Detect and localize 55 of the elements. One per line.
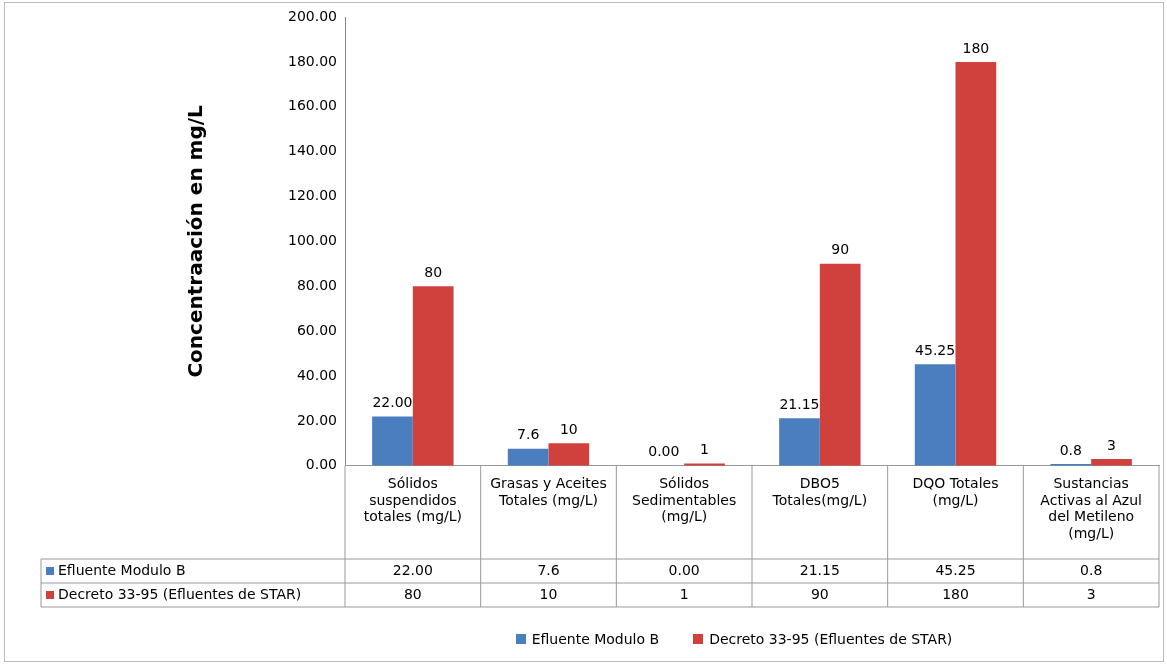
x-tick-label: Sustancias Activas al Azul del Metileno (mg/L) [1040,474,1142,542]
bar [779,418,820,466]
bar [372,416,413,466]
data-label: 0.00 [668,561,700,578]
data-label: 1 [679,585,689,602]
bar [412,286,454,466]
y-tick-label: 200.00 [288,7,337,24]
bar [914,364,956,466]
legend-label: Efluente Modulo B [531,631,660,647]
data-label: 22.00 [392,561,433,578]
data-label: 10 [539,585,558,602]
text: Decreto 33-95 (Efluentes de STAR) [709,631,953,647]
text: 80 [424,263,443,280]
text: 90 [831,241,850,258]
y-tick-label: 60.00 [296,321,337,338]
bar [819,263,861,466]
x-tick-label: DBO5 Totales(mg/L) [771,474,868,508]
y-tick-label: 20.00 [296,411,337,428]
y-tick-label: 120.00 [288,187,337,204]
y-tick-label: 180.00 [288,52,337,69]
data-label: 180 [942,585,969,602]
text: 1 [700,441,709,458]
y-axis-title: Concentraación en mg/L [183,104,208,378]
y-tick-label: 80.00 [296,276,337,293]
x-tick-label: DQO Totales (mg/L) [912,474,999,508]
data-label: 3 [1086,585,1096,602]
text: 10 [559,421,578,437]
y-tick-label: 0.00 [305,456,337,473]
bar [955,61,997,466]
y-tick-label: 100.00 [288,232,337,249]
text: 7.6 [517,426,540,443]
y-tick-label: 40.00 [296,366,337,383]
text: 45.25 [915,341,956,358]
y-tick-label: 140.00 [288,142,337,159]
text: 180 [962,39,990,56]
bar [507,448,549,466]
text: 0.8 [1059,441,1082,458]
bar [1091,459,1132,466]
text: 22.00 [372,394,413,411]
data-label: 7.6 [537,561,560,578]
bar [548,443,590,466]
data-label: 21.15 [799,561,840,578]
text: 3 [1107,436,1116,453]
text: 21.15 [779,395,820,412]
y-tick-label: 160.00 [288,97,337,114]
x-tick-label: Sólidos Sedimentables (mg/L) [632,474,737,525]
data-label: 0.8 [1080,561,1103,578]
data-label: 45.25 [935,561,976,578]
data-label: 90 [810,585,829,602]
text: 0.00 [648,443,680,460]
x-tick-label: Sólidos suspendidos totales (mg/L) [363,474,463,525]
x-tick-label: Grasas y Aceites Totales (mg/L) [490,474,607,508]
legend-label: Decreto 33-95 (Efluentes de STAR) [58,585,302,602]
data-label: 80 [403,585,422,602]
text: Efluente Modulo B [58,561,186,578]
